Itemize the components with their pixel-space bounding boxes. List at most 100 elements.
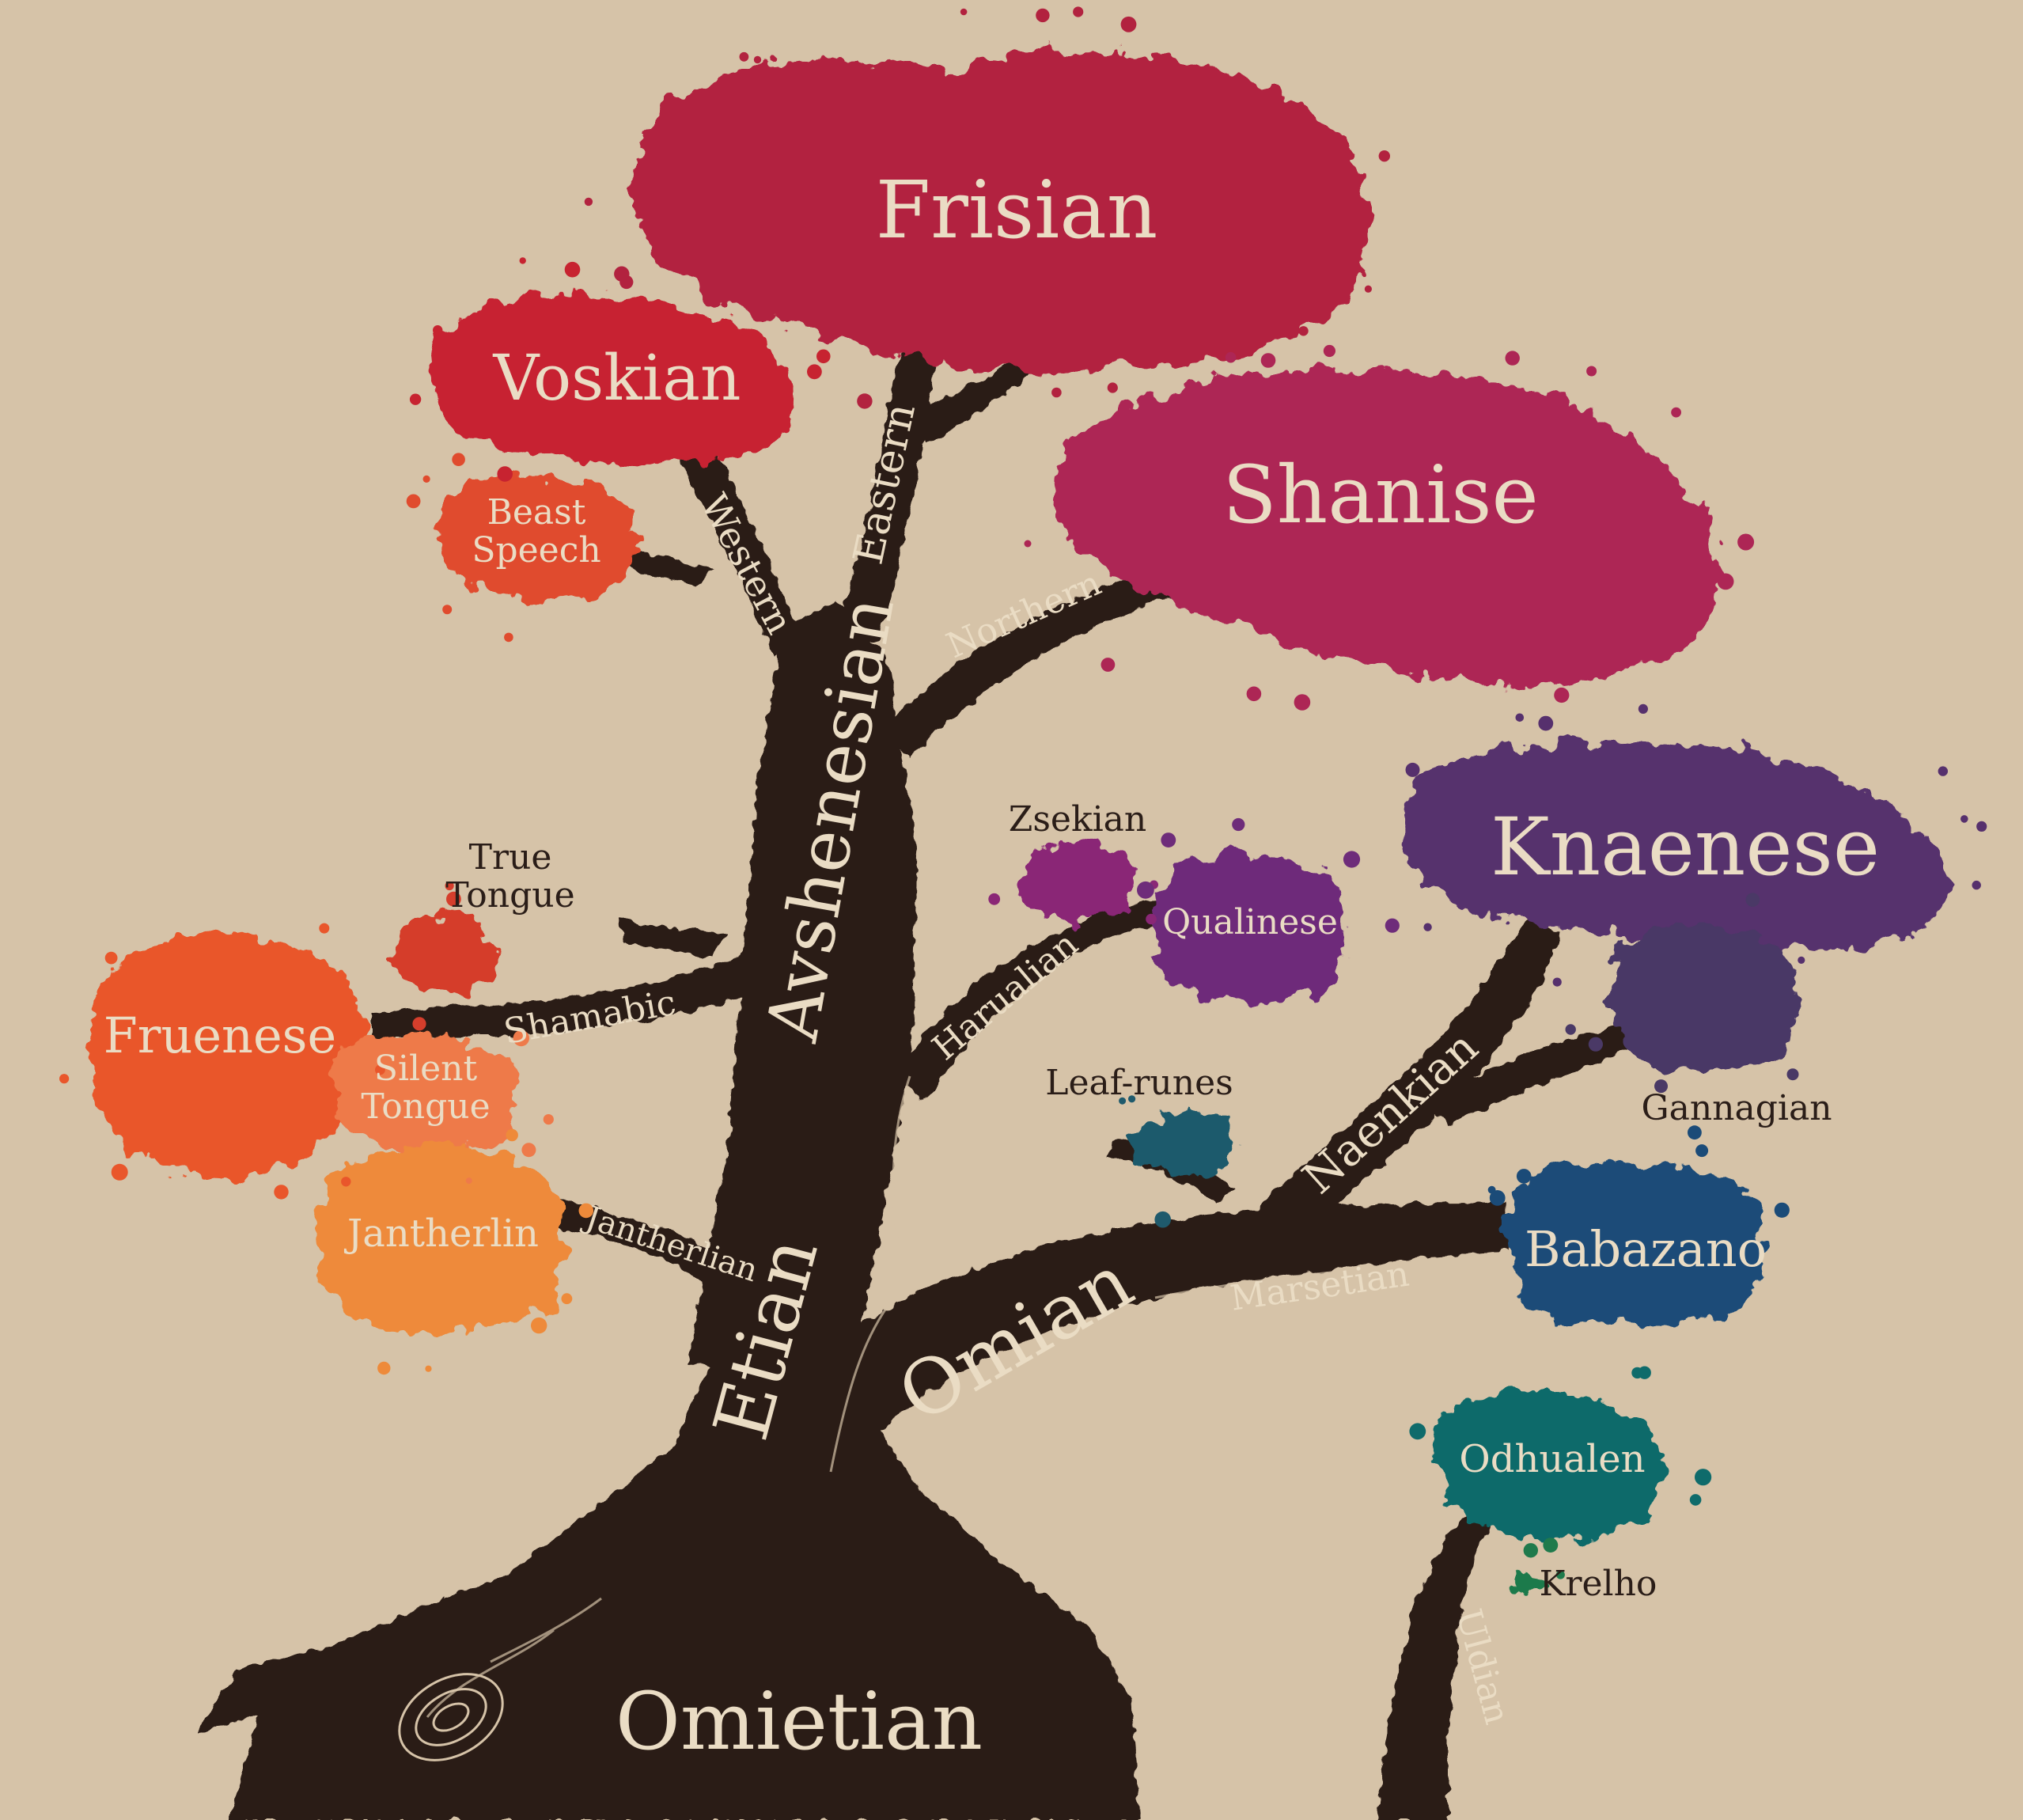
droplet	[857, 393, 873, 409]
droplet	[104, 951, 118, 965]
droplet	[1671, 407, 1682, 418]
droplet	[1073, 6, 1084, 17]
droplet	[111, 1163, 128, 1181]
droplet	[584, 197, 593, 207]
droplet	[1146, 913, 1157, 925]
droplet	[425, 1365, 432, 1372]
droplet	[1688, 1125, 1702, 1140]
droplet	[807, 364, 822, 380]
splat-leaf-runes	[1133, 1112, 1237, 1177]
label-jantherlin: Jantherlin	[343, 1211, 539, 1256]
droplet	[446, 891, 461, 907]
droplet	[504, 632, 513, 643]
splat-gannagian	[1611, 924, 1801, 1075]
droplet	[1638, 1366, 1651, 1379]
droplet	[1555, 692, 1565, 701]
droplet	[1538, 715, 1554, 731]
droplet	[960, 8, 968, 16]
droplet	[619, 275, 634, 290]
label-beast-speech-2: Speech	[472, 530, 600, 571]
knot-icon	[398, 1673, 504, 1761]
label-silent-tongue-2: Tongue	[361, 1086, 490, 1127]
label-krelho: Krelho	[1540, 1564, 1657, 1604]
droplet	[59, 1074, 70, 1084]
droplet	[1323, 344, 1335, 358]
droplet	[442, 605, 453, 615]
droplet	[1516, 1169, 1532, 1184]
droplet	[1051, 387, 1062, 398]
droplet	[1515, 713, 1525, 722]
droplet	[1717, 573, 1734, 590]
droplet	[1298, 326, 1309, 336]
droplet	[1423, 923, 1432, 931]
droplet	[1786, 1068, 1799, 1081]
droplet	[506, 1128, 518, 1142]
droplet	[1798, 956, 1805, 964]
tree-trunk	[197, 324, 1638, 1820]
label-beast-speech-1: Beast	[487, 492, 586, 533]
droplet	[1120, 16, 1137, 32]
droplet	[1154, 1211, 1171, 1228]
label-voskian: Voskian	[493, 341, 741, 415]
droplet	[988, 893, 1001, 905]
droplet	[561, 1293, 573, 1305]
label-silent-tongue-1: Silent	[374, 1048, 478, 1089]
droplet	[1745, 893, 1760, 907]
bark-lines	[426, 1075, 1393, 1718]
droplet	[1737, 533, 1755, 551]
splat-shanise	[1050, 369, 1719, 687]
splat-odhualen	[1437, 1391, 1663, 1538]
droplet	[1364, 285, 1372, 293]
droplet	[1638, 703, 1648, 715]
splat-beast-speech	[439, 474, 637, 601]
droplet	[1695, 1144, 1709, 1158]
droplet	[1938, 766, 1948, 776]
droplet	[1128, 1095, 1136, 1103]
label-qualinese: Qualinese	[1162, 902, 1338, 942]
droplet	[319, 923, 330, 934]
droplet	[1385, 918, 1400, 933]
droplet	[1555, 1570, 1565, 1579]
droplet	[1586, 366, 1597, 377]
label-gannagian: Gannagian	[1641, 1088, 1832, 1128]
droplet	[1523, 1543, 1539, 1558]
droplet	[1689, 1494, 1702, 1506]
droplet	[1232, 817, 1245, 832]
label-true-tongue-2: Tongue	[445, 875, 574, 916]
droplet	[1119, 1097, 1127, 1105]
droplet	[1343, 851, 1361, 868]
splat-zsekian	[1019, 843, 1135, 922]
droplet	[531, 1317, 547, 1334]
droplet	[341, 1177, 351, 1187]
language-labels: Frisian Voskian Beast Speech Shanise Kna…	[104, 164, 1880, 1604]
droplet	[1543, 1538, 1559, 1553]
splat-fruenese	[90, 935, 365, 1179]
droplet	[1246, 686, 1262, 702]
droplet	[377, 1361, 391, 1375]
droplet	[816, 349, 831, 364]
label-zsekian: Zsekian	[1009, 799, 1147, 840]
label-omietian: Omietian	[616, 1675, 983, 1768]
droplet	[1378, 150, 1391, 162]
droplet	[1137, 881, 1154, 899]
splat-knaenese	[1404, 741, 1946, 950]
droplet	[1161, 832, 1176, 847]
label-shamabic: Shamabic	[501, 983, 679, 1052]
droplet	[465, 1177, 472, 1185]
label-odhualen: Odhualen	[1459, 1437, 1645, 1481]
label-uldian: Uldian	[1448, 1605, 1517, 1728]
droplet	[1024, 540, 1032, 548]
droplet	[497, 466, 513, 482]
droplet	[409, 393, 422, 405]
splat-voskian	[431, 294, 796, 462]
foliage	[90, 49, 1946, 1594]
droplet	[519, 257, 526, 264]
splat-krelho	[1514, 1568, 1544, 1594]
droplet	[1565, 1024, 1576, 1035]
droplet	[739, 51, 749, 62]
droplet	[1409, 1423, 1426, 1440]
droplet	[1695, 1469, 1712, 1486]
splat-jantherlin	[316, 1147, 565, 1333]
droplet	[543, 1114, 554, 1125]
